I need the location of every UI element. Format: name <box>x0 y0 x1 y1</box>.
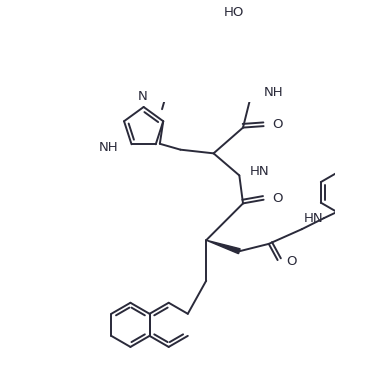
Text: HO: HO <box>224 5 244 18</box>
Polygon shape <box>228 76 252 100</box>
Text: NH: NH <box>99 142 118 154</box>
Polygon shape <box>206 240 240 254</box>
Text: O: O <box>286 255 297 268</box>
Text: HN: HN <box>303 212 323 225</box>
Text: NH: NH <box>264 86 283 99</box>
Text: HN: HN <box>250 165 269 178</box>
Text: O: O <box>273 118 283 131</box>
Text: O: O <box>273 192 283 205</box>
Text: N: N <box>137 90 147 103</box>
